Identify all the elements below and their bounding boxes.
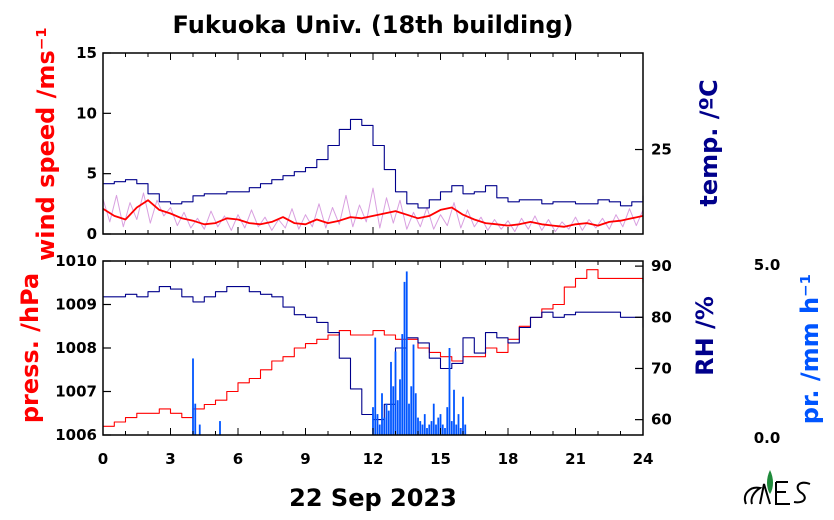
top-left-tick-label: 15 [76,44,97,62]
top-panel-ticks: 0 5 10 15 25 [76,44,672,243]
rh-axis-label: RH /% [691,296,719,376]
precip-bar [387,410,390,435]
precip-bar [414,393,417,435]
precip-bar [435,424,437,435]
top-panel-series [102,118,644,233]
precip-bar [417,417,419,435]
precip-bar [396,400,399,435]
chart-title: Fukuoka Univ. (18th building) [173,11,574,39]
top-left-tick-label: 5 [87,165,97,183]
precip-bar [450,421,453,435]
wind_raw-series-line [102,187,644,233]
bottom-right-tick-label: 60 [651,411,672,429]
precip-bar [432,403,435,435]
date-label: 22 Sep 2023 [289,484,457,512]
precip-tick-max: 5.0 [754,256,781,274]
bottom-right-tick-label: 90 [651,257,672,275]
bottom-left-tick-label: 1009 [55,296,97,314]
bottom-left-tick-label: 1010 [55,252,97,270]
precip-bar [394,351,397,435]
precip-bar [374,337,377,435]
precip-tick-min: 0.0 [754,429,781,447]
precip-bar [219,421,221,435]
bottom-left-tick-label: 1006 [55,426,97,444]
precip-bar [399,379,401,435]
precip-axis-label: pr. /mm h⁻¹ [796,274,824,424]
precip-bar [453,389,455,435]
bottom-right-tick-label: 80 [651,308,672,326]
precip-bar [430,421,433,435]
precip-bar [383,417,386,435]
precip-bar [408,403,410,435]
precip-bar [376,414,379,435]
precip-bar [401,334,404,435]
precip-bar [423,414,426,435]
x-tick-label: 12 [363,450,384,468]
top-right-tick-label: 25 [651,141,672,159]
bottom-panel-series [103,269,644,435]
x-tick-label: 9 [300,450,310,468]
precip-bar [390,361,392,435]
x-tick-label: 3 [165,450,175,468]
precip-bar [410,386,413,435]
bottom-panel-ticks: 1006 1007 1008 1009 1010 60 70 80 90 0 3 6 9 12 15 18 21… [55,252,672,468]
x-tick-label: 21 [565,450,586,468]
wind-axis-label: wind speed /ms⁻¹ [32,27,60,261]
precip-bar [441,424,444,435]
precip-bar [194,403,197,435]
x-tick-label: 18 [498,450,519,468]
precip-bar [412,344,415,435]
precip-bar [403,281,406,435]
x-tick-label: 0 [98,450,108,468]
precip-bar [198,424,201,435]
precip-bar [378,424,381,435]
precip-bar [372,407,374,435]
precip-bar [457,414,460,435]
bottom-left-tick-label: 1008 [55,339,97,357]
precip-bar [426,428,428,435]
precip-bar [437,417,440,435]
top-left-tick-label: 10 [76,104,97,122]
x-tick-label: 6 [233,450,243,468]
pressure-axis-label: press. /hPa [16,273,44,423]
precip-bar [428,424,431,435]
precip-bar [385,403,388,435]
precip-bar [392,386,395,435]
temp-series-line [103,118,644,209]
precip-bar [405,271,408,435]
bottom-left-tick-label: 1007 [55,383,97,401]
precip-bar [464,424,467,435]
top-left-tick-label: 0 [87,225,97,243]
temp-axis-label: temp. /ºC [695,79,723,206]
precip-bar [381,393,383,435]
precip-bar [419,421,422,435]
precip-bar [192,358,194,435]
precip-bar [439,414,442,435]
x-tick-label: 24 [633,450,654,468]
precip-bar [459,428,462,435]
wind-series-line [102,199,644,228]
x-tick-label: 15 [430,450,451,468]
fukuoka-univ-logo [744,470,811,505]
bottom-right-tick-label: 70 [651,359,672,377]
precip-bar [444,428,446,435]
pressure-series-line [103,269,644,427]
precip-bar [446,407,449,435]
precip-bar [448,348,451,435]
rh-series-line [103,286,644,421]
precip-bar [462,396,464,435]
precip-bar [421,424,424,435]
precip-bar [455,424,458,435]
